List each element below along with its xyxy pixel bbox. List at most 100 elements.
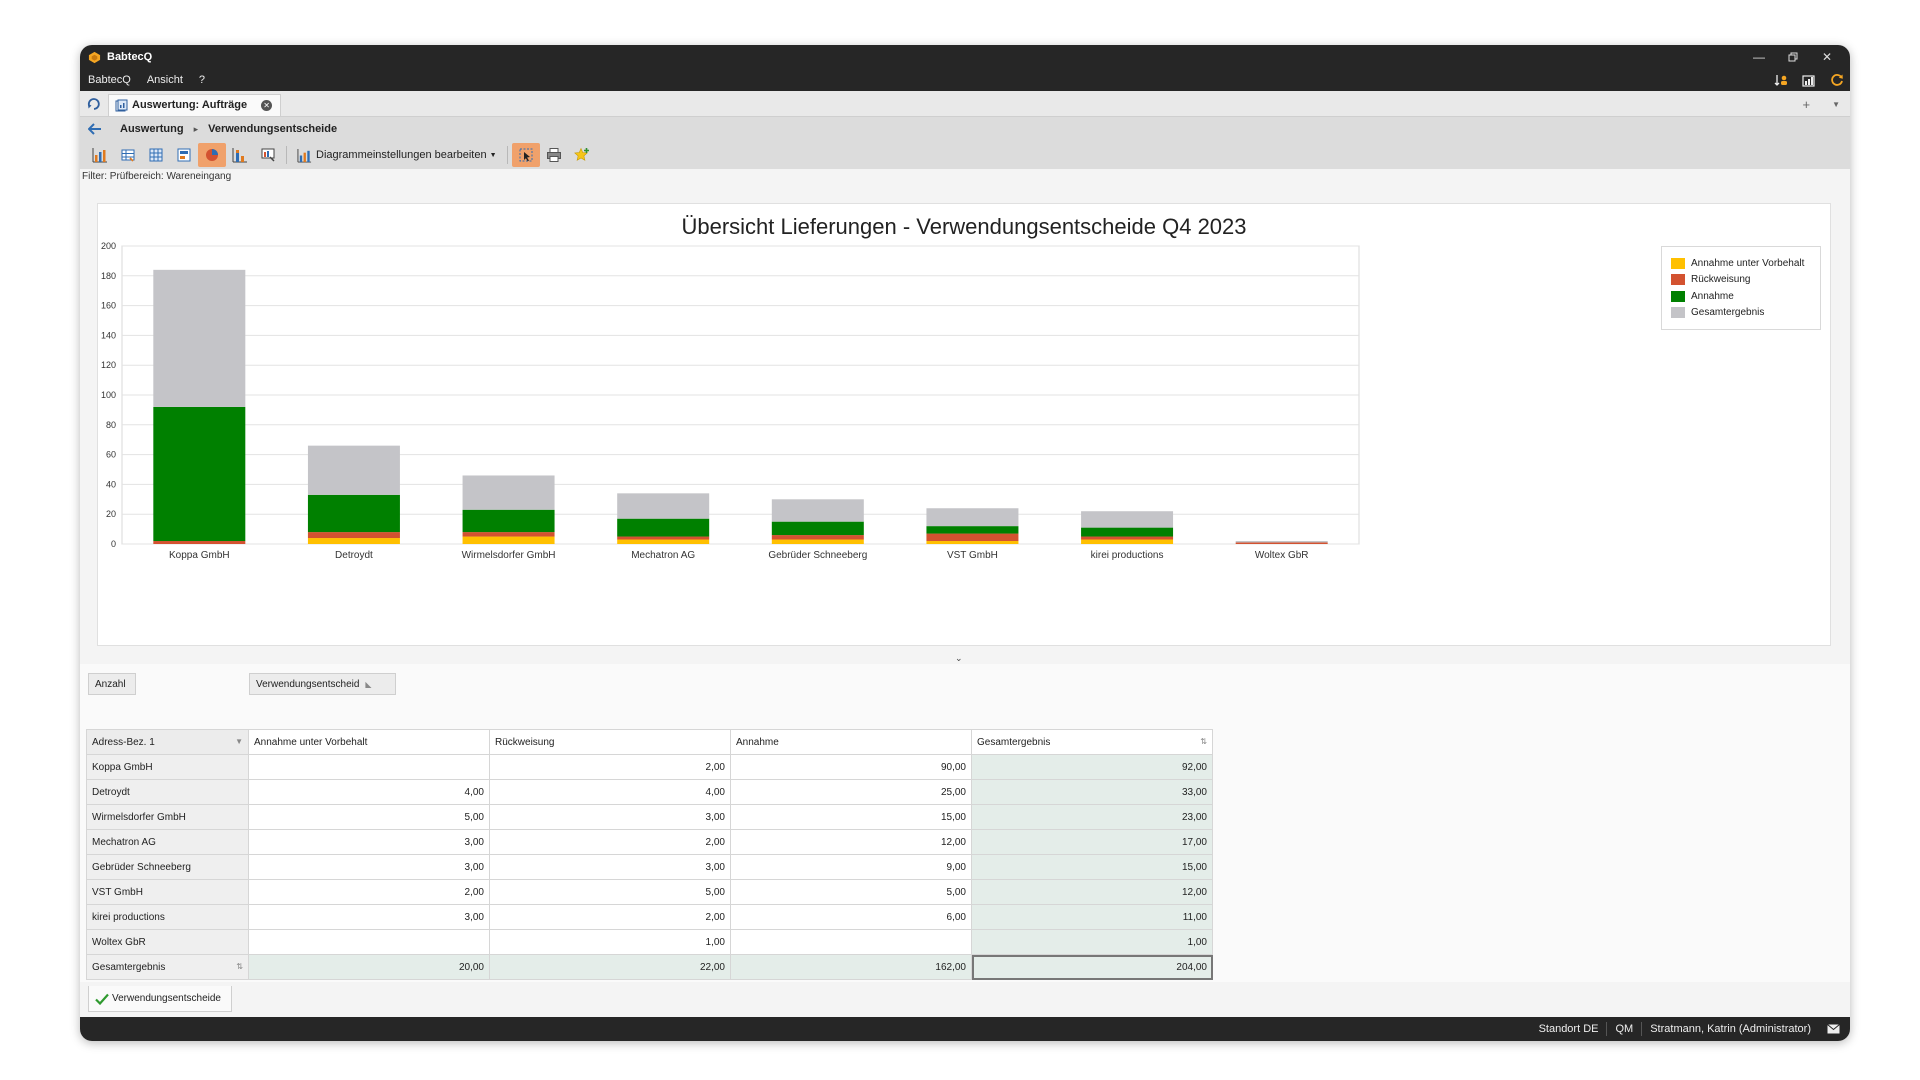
column-total-cell[interactable]: 162,00: [730, 954, 972, 980]
column-header[interactable]: Rückweisung: [489, 729, 731, 755]
stacked-chart-button[interactable]: [226, 143, 254, 167]
row-label[interactable]: kirei productions: [86, 904, 249, 930]
cell[interactable]: 5,00: [730, 879, 972, 905]
legend-swatch: [1671, 257, 1685, 269]
cell[interactable]: 4,00: [489, 779, 731, 805]
column-total-cell[interactable]: 22,00: [489, 954, 731, 980]
row-total-cell[interactable]: 33,00: [971, 779, 1213, 805]
bar-segment: [462, 536, 555, 544]
x-tick-label: Mechatron AG: [631, 550, 695, 561]
menu-item-babtecq[interactable]: BabtecQ: [88, 74, 131, 86]
table-row: Mechatron AG 3,00 2,00 12,00 17,00: [86, 829, 1213, 855]
cell[interactable]: 3,00: [248, 854, 490, 880]
close-button[interactable]: ✕: [1810, 45, 1844, 69]
column-total-cell[interactable]: 20,00: [248, 954, 490, 980]
bar-segment: [1081, 539, 1174, 544]
column-header[interactable]: Annahme: [730, 729, 972, 755]
menu-item-help[interactable]: ?: [198, 74, 206, 86]
tab-verwendungsentscheide[interactable]: Verwendungsentscheide: [88, 986, 232, 1012]
filter-icon[interactable]: ▼: [235, 736, 243, 746]
tab-close-icon[interactable]: ✕: [261, 99, 273, 111]
back-button[interactable]: [80, 123, 110, 135]
favorite-button[interactable]: [568, 143, 596, 167]
pie-chart-button[interactable]: [198, 143, 226, 167]
splitter-chevron-down-icon[interactable]: ⌄: [955, 653, 963, 663]
filter-chart-button[interactable]: [254, 143, 282, 167]
row-label[interactable]: Mechatron AG: [86, 829, 249, 855]
cell[interactable]: 2,00: [489, 904, 731, 930]
bar-chart-button[interactable]: [86, 143, 114, 167]
data-field-chip[interactable]: Anzahl: [88, 673, 136, 695]
row-total-cell[interactable]: 1,00: [971, 929, 1213, 955]
refresh-icon[interactable]: [1830, 73, 1844, 87]
cell[interactable]: 3,00: [248, 904, 490, 930]
column-header-total[interactable]: Gesamtergebnis ⇅: [971, 729, 1213, 755]
table-export-button[interactable]: [114, 143, 142, 167]
row-label[interactable]: Wirmelsdorfer GmbH: [86, 804, 249, 830]
status-module[interactable]: QM: [1606, 1022, 1641, 1036]
mail-icon[interactable]: [1827, 1024, 1840, 1034]
cell[interactable]: 2,00: [489, 829, 731, 855]
cell[interactable]: [730, 929, 972, 955]
select-tool-button[interactable]: [511, 143, 540, 167]
row-total-cell[interactable]: 92,00: [971, 754, 1213, 780]
home-tab-button[interactable]: [80, 91, 108, 117]
row-label[interactable]: Gebrüder Schneeberg: [86, 854, 249, 880]
column-field-chip[interactable]: Verwendungsentscheid ◣: [249, 673, 396, 695]
tab-list-chevron-icon[interactable]: ▼: [1832, 99, 1840, 109]
cell[interactable]: 3,00: [489, 804, 731, 830]
grand-total-cell[interactable]: 204,00: [971, 954, 1213, 980]
row-label[interactable]: VST GmbH: [86, 879, 249, 905]
restore-button[interactable]: [1776, 45, 1810, 69]
cell[interactable]: 6,00: [730, 904, 972, 930]
grid-view-button[interactable]: [142, 143, 170, 167]
row-total-cell[interactable]: 17,00: [971, 829, 1213, 855]
status-location[interactable]: Standort DE: [1538, 1023, 1599, 1035]
layout-button[interactable]: [170, 143, 198, 167]
cell[interactable]: 3,00: [248, 829, 490, 855]
cell[interactable]: 15,00: [730, 804, 972, 830]
print-button[interactable]: [540, 143, 568, 167]
chart-tool-icon[interactable]: [1802, 73, 1816, 87]
cell[interactable]: [248, 754, 490, 780]
bar-segment: [926, 541, 1019, 544]
column-header[interactable]: Annahme unter Vorbehalt: [248, 729, 490, 755]
cell[interactable]: 3,00: [489, 854, 731, 880]
row-label[interactable]: Woltex GbR: [86, 929, 249, 955]
sort-users-icon[interactable]: [1774, 73, 1788, 87]
cell[interactable]: 25,00: [730, 779, 972, 805]
row-label[interactable]: Detroydt: [86, 779, 249, 805]
pivot-table: Adress-Bez. 1 ▼ Annahme unter Vorbehalt …: [86, 729, 1213, 980]
add-tab-icon[interactable]: +: [1802, 96, 1811, 112]
cell[interactable]: 5,00: [489, 879, 731, 905]
expand-icon[interactable]: ⇅: [1200, 736, 1207, 746]
row-label[interactable]: Koppa GmbH: [86, 754, 249, 780]
cell[interactable]: 9,00: [730, 854, 972, 880]
row-field-header[interactable]: Adress-Bez. 1 ▼: [86, 729, 249, 755]
stacked-bar-chart: 0 20 40 60 80 100 120 140 160 180 200 Koppa GmbH Det…: [101, 241, 1360, 561]
legend-swatch: [1671, 290, 1685, 302]
breadcrumb-item-auswertung[interactable]: Auswertung: [120, 123, 184, 135]
row-total-cell[interactable]: 11,00: [971, 904, 1213, 930]
cell[interactable]: [248, 929, 490, 955]
row-total-cell[interactable]: 15,00: [971, 854, 1213, 880]
minimize-button[interactable]: —: [1742, 45, 1776, 69]
total-row-header[interactable]: Gesamtergebnis ⇅: [86, 954, 249, 980]
pivot-grid-area: Anzahl Verwendungsentscheid ◣ Adress-Bez…: [80, 664, 1850, 982]
cell[interactable]: 4,00: [248, 779, 490, 805]
breadcrumb-item-verwendungsentscheide[interactable]: Verwendungsentscheide: [208, 123, 338, 135]
tab-auswertung-auftraege[interactable]: Auswertung: Aufträge ✕: [108, 93, 282, 116]
row-total-cell[interactable]: 12,00: [971, 879, 1213, 905]
cell[interactable]: 12,00: [730, 829, 972, 855]
expand-icon[interactable]: ⇅: [236, 961, 243, 971]
cell[interactable]: 2,00: [489, 754, 731, 780]
bar-segment: [771, 499, 864, 522]
status-user[interactable]: Stratmann, Katrin (Administrator): [1641, 1022, 1819, 1036]
cell[interactable]: 90,00: [730, 754, 972, 780]
row-total-cell[interactable]: 23,00: [971, 804, 1213, 830]
cell[interactable]: 5,00: [248, 804, 490, 830]
chart-settings-dropdown[interactable]: Diagrammeinstellungen bearbeiten ▼: [291, 143, 503, 167]
cell[interactable]: 2,00: [248, 879, 490, 905]
cell[interactable]: 1,00: [489, 929, 731, 955]
menu-item-ansicht[interactable]: Ansicht: [146, 74, 183, 86]
